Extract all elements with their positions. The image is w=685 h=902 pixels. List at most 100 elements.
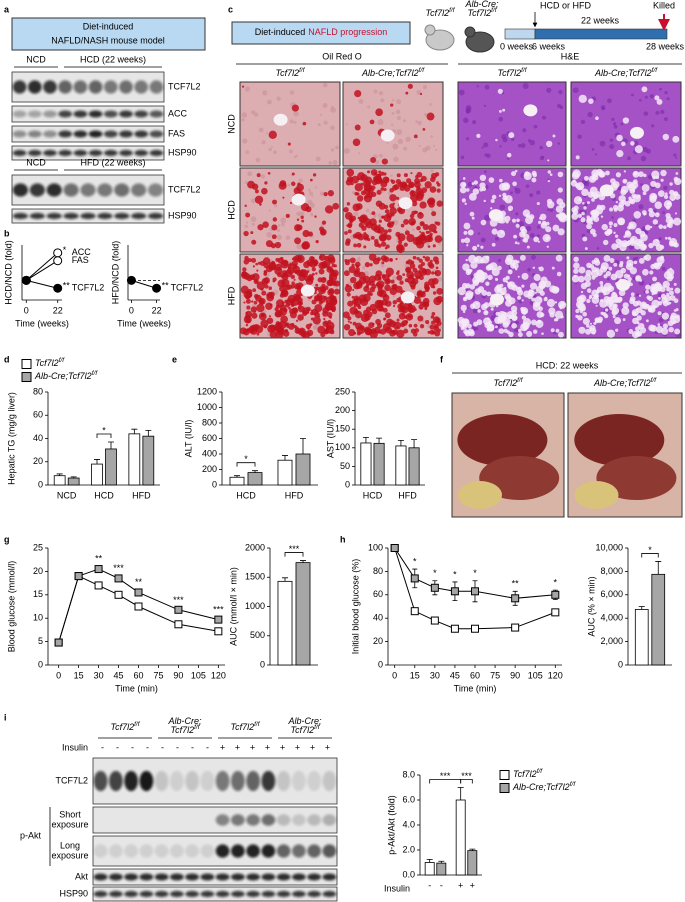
tissue-droplet xyxy=(590,215,596,221)
tissue-droplet xyxy=(646,295,651,300)
blot-band xyxy=(134,110,149,118)
tissue-droplet xyxy=(638,258,645,264)
tissue-droplet xyxy=(330,269,335,274)
tissue-droplet xyxy=(612,291,616,295)
x-tick-label: HCD xyxy=(363,490,383,500)
box-text: Diet-induced xyxy=(83,21,134,31)
tissue-droplet xyxy=(552,134,556,138)
tissue-droplet xyxy=(591,266,597,273)
vessel xyxy=(599,184,614,197)
bar xyxy=(105,448,117,486)
legend-swatch xyxy=(21,372,32,382)
genotype-superscript: f/f xyxy=(92,370,99,377)
blot-band xyxy=(149,110,164,118)
tissue-droplet xyxy=(591,260,596,265)
significance-bracket xyxy=(236,462,256,467)
tissue-texture xyxy=(522,128,527,133)
tissue-droplet xyxy=(323,317,326,321)
blot-band xyxy=(139,873,154,881)
tissue-droplet xyxy=(426,112,435,121)
tissue-droplet xyxy=(285,302,290,308)
tissue-droplet xyxy=(580,290,584,294)
tissue-droplet xyxy=(617,296,623,302)
tissue-droplet xyxy=(555,254,563,262)
tissue-droplet xyxy=(410,284,416,290)
tissue-droplet xyxy=(371,191,377,198)
tissue-texture xyxy=(609,144,615,150)
tissue-texture xyxy=(373,89,378,94)
tissue-texture xyxy=(328,160,333,165)
tissue-droplet xyxy=(353,243,358,248)
blot-band xyxy=(154,873,169,881)
tissue-droplet xyxy=(381,274,386,279)
tissue-droplet xyxy=(462,296,468,302)
vessel xyxy=(291,193,306,206)
tissue-droplet xyxy=(245,298,251,304)
tissue-droplet xyxy=(600,311,604,315)
tissue-droplet xyxy=(378,170,382,174)
tissue-texture xyxy=(640,155,647,162)
genotype-name: Alb-Cre; xyxy=(287,716,322,726)
blot-band xyxy=(215,814,230,826)
tissue-droplet xyxy=(652,289,658,295)
tissue-texture xyxy=(330,125,335,131)
tissue-droplet xyxy=(487,323,490,327)
tissue-droplet xyxy=(582,317,590,325)
tissue-droplet xyxy=(511,309,518,316)
tissue-droplet xyxy=(663,271,672,280)
tissue-droplet xyxy=(506,152,512,158)
tissue-droplet xyxy=(262,257,271,265)
tissue-droplet xyxy=(354,124,361,131)
tissue-droplet xyxy=(257,224,264,231)
tissue-droplet xyxy=(431,211,437,217)
tissue-droplet xyxy=(491,194,497,200)
tissue-texture xyxy=(620,122,624,126)
tissue-droplet xyxy=(398,208,401,211)
bar xyxy=(295,453,311,486)
tissue-droplet xyxy=(595,116,599,121)
error-bar xyxy=(145,429,152,437)
tissue-droplet xyxy=(296,224,303,231)
x-tick-label: 75 xyxy=(153,670,163,680)
tissue-droplet xyxy=(615,328,619,332)
tissue-texture xyxy=(268,147,272,152)
blot-band xyxy=(246,890,260,898)
tissue-droplet xyxy=(663,200,673,209)
error-bar xyxy=(469,848,476,851)
tissue-droplet xyxy=(625,262,634,271)
tissue-droplet xyxy=(383,204,389,210)
blot-band xyxy=(322,890,337,898)
tissue-droplet xyxy=(348,329,356,337)
tissue-droplet xyxy=(671,198,674,202)
y-tick-label: 100 xyxy=(335,442,350,452)
tissue-droplet xyxy=(253,293,259,299)
tissue-droplet xyxy=(318,253,326,261)
tissue-droplet xyxy=(669,194,676,201)
tissue-droplet xyxy=(605,270,612,277)
treatment-sign: + xyxy=(250,742,255,752)
tissue-droplet xyxy=(423,301,429,307)
tissue-droplet xyxy=(389,194,397,202)
vessel xyxy=(489,293,504,306)
tissue-droplet xyxy=(381,158,388,165)
tissue-droplet xyxy=(589,322,593,325)
band-label: Long xyxy=(60,840,80,850)
tissue-droplet xyxy=(494,277,499,281)
tissue-droplet xyxy=(431,271,435,275)
tissue-droplet xyxy=(571,171,580,180)
blot-band xyxy=(185,890,199,898)
tissue-droplet xyxy=(434,235,443,243)
tissue-droplet xyxy=(247,258,252,263)
tissue-droplet xyxy=(641,184,650,192)
tissue-texture xyxy=(260,174,266,179)
tissue-droplet xyxy=(640,310,646,316)
genotype-name: Tcf7l2 xyxy=(425,8,449,18)
tissue-droplet xyxy=(278,327,284,333)
tissue-droplet xyxy=(579,305,587,312)
tissue-droplet xyxy=(250,231,254,235)
tissue-droplet xyxy=(645,290,649,294)
y-tick-label: 20 xyxy=(33,456,43,466)
tissue-texture xyxy=(481,146,484,149)
tissue-droplet xyxy=(620,185,629,194)
tissue-droplet xyxy=(514,241,518,245)
